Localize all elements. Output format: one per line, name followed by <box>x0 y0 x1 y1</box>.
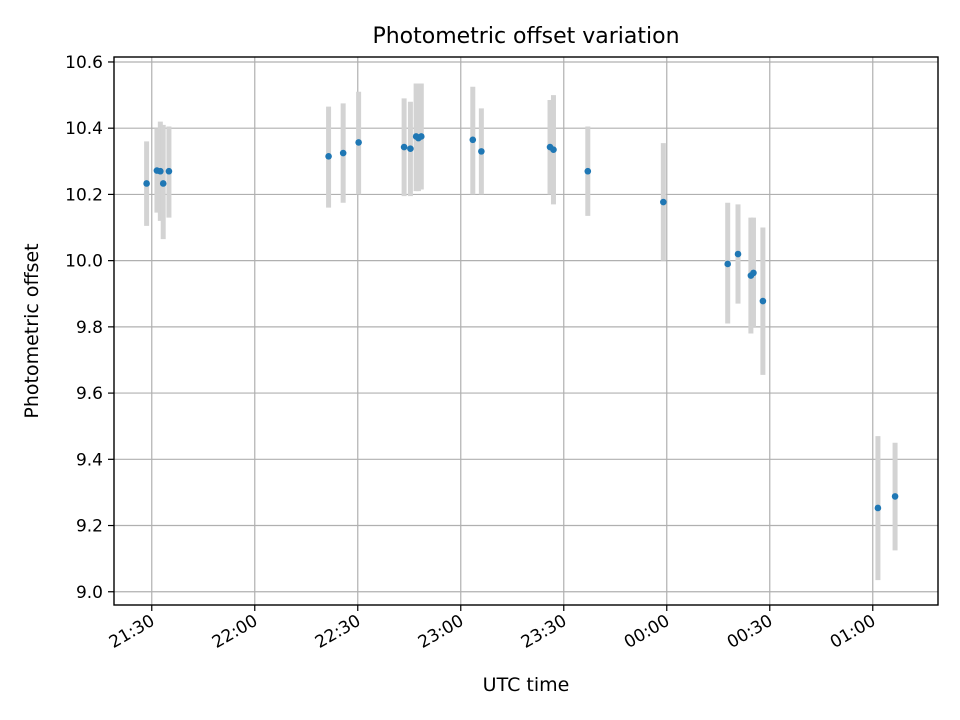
y-tick-label: 10.0 <box>65 252 103 272</box>
data-point <box>478 148 485 155</box>
data-point <box>400 143 408 151</box>
plot-frame <box>113 56 939 606</box>
data-point <box>734 250 742 258</box>
y-tick-label: 9.2 <box>76 517 103 537</box>
data-points <box>143 133 899 512</box>
data-point <box>660 198 667 206</box>
data-point <box>157 167 164 175</box>
data-point <box>891 493 899 500</box>
data-point <box>407 145 414 153</box>
y-tick-label: 10.6 <box>65 53 103 73</box>
data-point <box>550 146 557 154</box>
data-point <box>165 167 173 175</box>
y-tick-label: 9.6 <box>76 384 103 404</box>
data-point <box>750 269 757 277</box>
y-tick-label: 10.4 <box>65 119 103 139</box>
x-axis-label: UTC time <box>483 674 570 696</box>
chart-title: Photometric offset variation <box>372 24 679 49</box>
data-point <box>874 504 882 512</box>
y-tick-label: 9.4 <box>76 450 103 470</box>
data-point <box>724 260 732 268</box>
data-point <box>159 180 167 187</box>
grid-lines <box>114 57 938 605</box>
y-tick-label: 9.0 <box>76 583 103 603</box>
y-tick-label: 10.2 <box>65 185 103 205</box>
data-point <box>759 297 767 305</box>
y-tick-label: 9.8 <box>76 318 103 338</box>
data-point <box>469 136 477 144</box>
data-point <box>325 153 332 160</box>
data-point <box>143 180 150 187</box>
y-axis-label: Photometric offset <box>21 243 43 418</box>
data-point <box>339 149 347 157</box>
data-point <box>355 139 362 146</box>
data-point <box>417 133 425 140</box>
data-point <box>584 167 592 175</box>
